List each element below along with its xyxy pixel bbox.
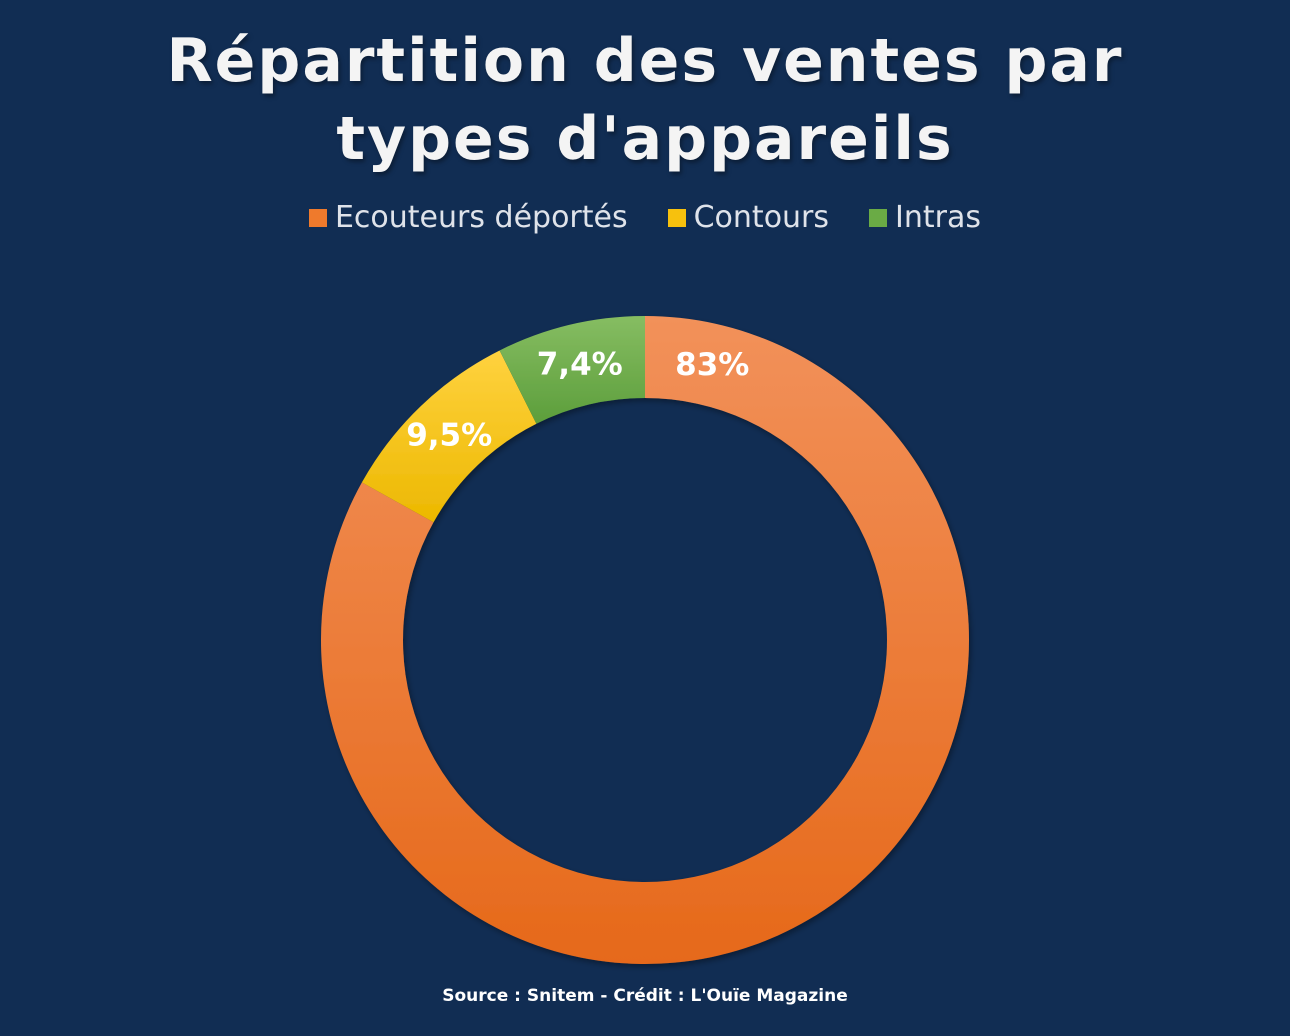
data-label-intras: 7,4% (537, 347, 623, 383)
chart-title-line-2: types d'appareils (336, 104, 954, 174)
legend-item-ecouteurs: Ecouteurs déportés (308, 196, 628, 240)
legend-swatch-ecouteurs (308, 209, 327, 227)
legend-swatch-intras (869, 209, 888, 227)
legend-label-contours: Contours (693, 200, 830, 235)
chart-legend: Ecouteurs déportés Contours Intras (0, 196, 1290, 240)
slice-contours (361, 350, 537, 523)
data-label-contours: 9,5% (406, 418, 492, 454)
data-label-ecouteurs: 83% (675, 347, 749, 383)
legend-label-intras: Intras (895, 200, 982, 235)
legend-label-ecouteurs: Ecouteurs déportés (334, 200, 628, 235)
legend-item-intras: Intras (869, 196, 981, 240)
chart-title: Répartition des ventes par types d'appar… (0, 22, 1290, 178)
slice-intras (499, 316, 645, 424)
source-credit: Source : Snitem - Crédit : L'Ouïe Magazi… (442, 986, 848, 1006)
legend-item-contours: Contours (667, 196, 830, 240)
chart-title-line-1: Répartition des ventes par (166, 26, 1124, 96)
legend-swatch-contours (667, 209, 686, 227)
